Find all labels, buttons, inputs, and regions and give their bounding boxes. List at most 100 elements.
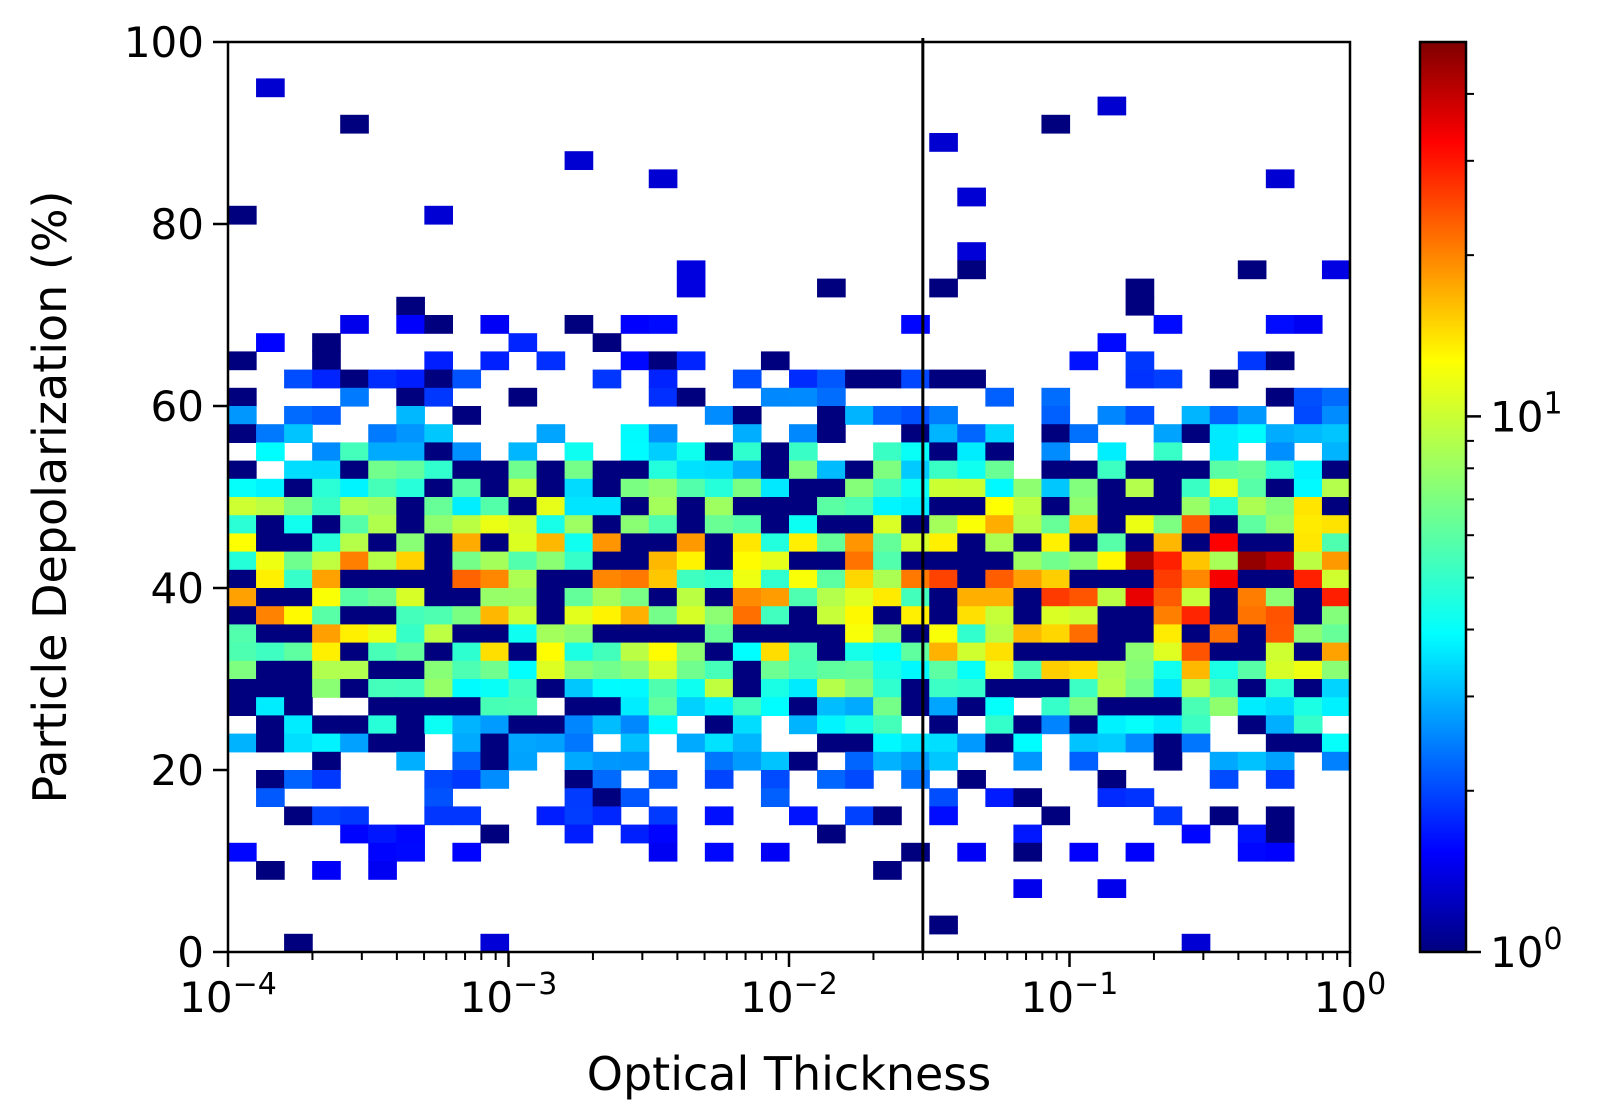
heatmap-cell (536, 606, 566, 625)
heatmap-cell (1097, 96, 1127, 116)
heatmap-cell (845, 642, 874, 662)
heatmap-cell (312, 478, 341, 498)
heatmap-cell (817, 424, 846, 443)
heatmap-cell (732, 679, 762, 698)
heatmap-cell (620, 697, 650, 716)
heatmap-cell (1013, 588, 1043, 607)
heatmap-cell (1069, 842, 1099, 862)
heatmap-cell (929, 569, 958, 589)
heatmap-cell (1265, 751, 1295, 771)
heatmap-cell (480, 660, 510, 680)
y-tick-label: 40 (151, 564, 204, 613)
heatmap-cell (985, 387, 1014, 407)
heatmap-cell (760, 751, 790, 771)
heatmap-cell (817, 642, 846, 662)
heatmap-cell (368, 442, 397, 462)
heatmap-cell (480, 551, 510, 571)
heatmap-cell (452, 369, 482, 389)
heatmap-cell (368, 733, 397, 753)
heatmap-cell (957, 770, 986, 789)
heatmap-cell (1265, 624, 1295, 644)
heatmap-cell (901, 442, 930, 462)
heatmap-cell (845, 369, 874, 389)
heatmap-cell (789, 551, 818, 571)
heatmap-cell (368, 824, 397, 844)
heatmap-cell (340, 515, 369, 534)
heatmap-cell (228, 533, 257, 553)
heatmap-cell (1181, 624, 1211, 644)
heatmap-cell (536, 660, 566, 680)
heatmap-cell (901, 751, 930, 771)
heatmap-cell (957, 478, 986, 498)
heatmap-cell (760, 460, 790, 480)
heatmap-cell (957, 242, 986, 261)
heatmap-cell (648, 842, 678, 862)
heatmap-cell (985, 624, 1014, 644)
heatmap-cell (1265, 588, 1295, 607)
heatmap-cell (1041, 460, 1071, 480)
heatmap-cell (1293, 478, 1323, 498)
heatmap-cell (1041, 533, 1071, 553)
heatmap-cell (817, 497, 846, 516)
heatmap-cell (1265, 551, 1295, 571)
heatmap-cell (592, 515, 622, 534)
heatmap-cell (676, 679, 706, 698)
heatmap-cell (536, 642, 566, 662)
heatmap-cell (1293, 497, 1323, 516)
heatmap-cell (817, 660, 846, 680)
heatmap-cell (1125, 715, 1155, 735)
heatmap-cell (1097, 697, 1127, 716)
heatmap-cell (901, 460, 930, 480)
heatmap-cell (1321, 515, 1351, 534)
heatmap-cell (1097, 642, 1127, 662)
heatmap-cell (312, 351, 341, 371)
heatmap-cell (845, 406, 874, 425)
heatmap-cell (508, 606, 538, 625)
heatmap-cell (1181, 588, 1211, 607)
heatmap-cell (929, 751, 958, 771)
heatmap-cell (340, 679, 369, 698)
heatmap-cell (368, 679, 397, 698)
heatmap-cell (480, 569, 510, 589)
heatmap-cell (284, 515, 313, 534)
heatmap-cell (1237, 715, 1267, 735)
heatmap-cell (228, 460, 257, 480)
heatmap-cell (480, 624, 510, 644)
heatmap-cell (620, 351, 650, 371)
heatmap-cell (312, 751, 341, 771)
heatmap-cell (312, 770, 341, 789)
heatmap-cell (508, 460, 538, 480)
heatmap-cell (1097, 679, 1127, 698)
heatmap-cell (592, 478, 622, 498)
heatmap-cell (1181, 642, 1211, 662)
heatmap-cell (676, 533, 706, 553)
heatmap-cell (704, 751, 734, 771)
heatmap-cell (957, 660, 986, 680)
heatmap-cell (845, 606, 874, 625)
heatmap-cell (957, 515, 986, 534)
heatmap-cell (620, 660, 650, 680)
heatmap-cell (1237, 424, 1267, 443)
heatmap-cell (1321, 478, 1351, 498)
heatmap-cell (228, 660, 257, 680)
heatmap-cell (424, 205, 453, 225)
heatmap-cell (957, 497, 986, 516)
heatmap-cell (985, 478, 1014, 498)
heatmap-cell (256, 715, 285, 735)
heatmap-cell (1125, 606, 1155, 625)
heatmap-cell (1125, 624, 1155, 644)
heatmap-cell (368, 424, 397, 443)
heatmap-cell (873, 478, 902, 498)
heatmap-cell (564, 660, 594, 680)
heatmap-cell (732, 606, 762, 625)
heatmap-cell (508, 660, 538, 680)
heatmap-cell (1013, 497, 1043, 516)
heatmap-cell (760, 588, 790, 607)
y-tick-label: 100 (124, 18, 204, 67)
heatmap-cell (845, 733, 874, 753)
heatmap-cell (1209, 424, 1239, 443)
heatmap-cell (228, 624, 257, 644)
heatmap-cell (256, 551, 285, 571)
heatmap-cell (957, 679, 986, 698)
heatmap-cell (340, 660, 369, 680)
